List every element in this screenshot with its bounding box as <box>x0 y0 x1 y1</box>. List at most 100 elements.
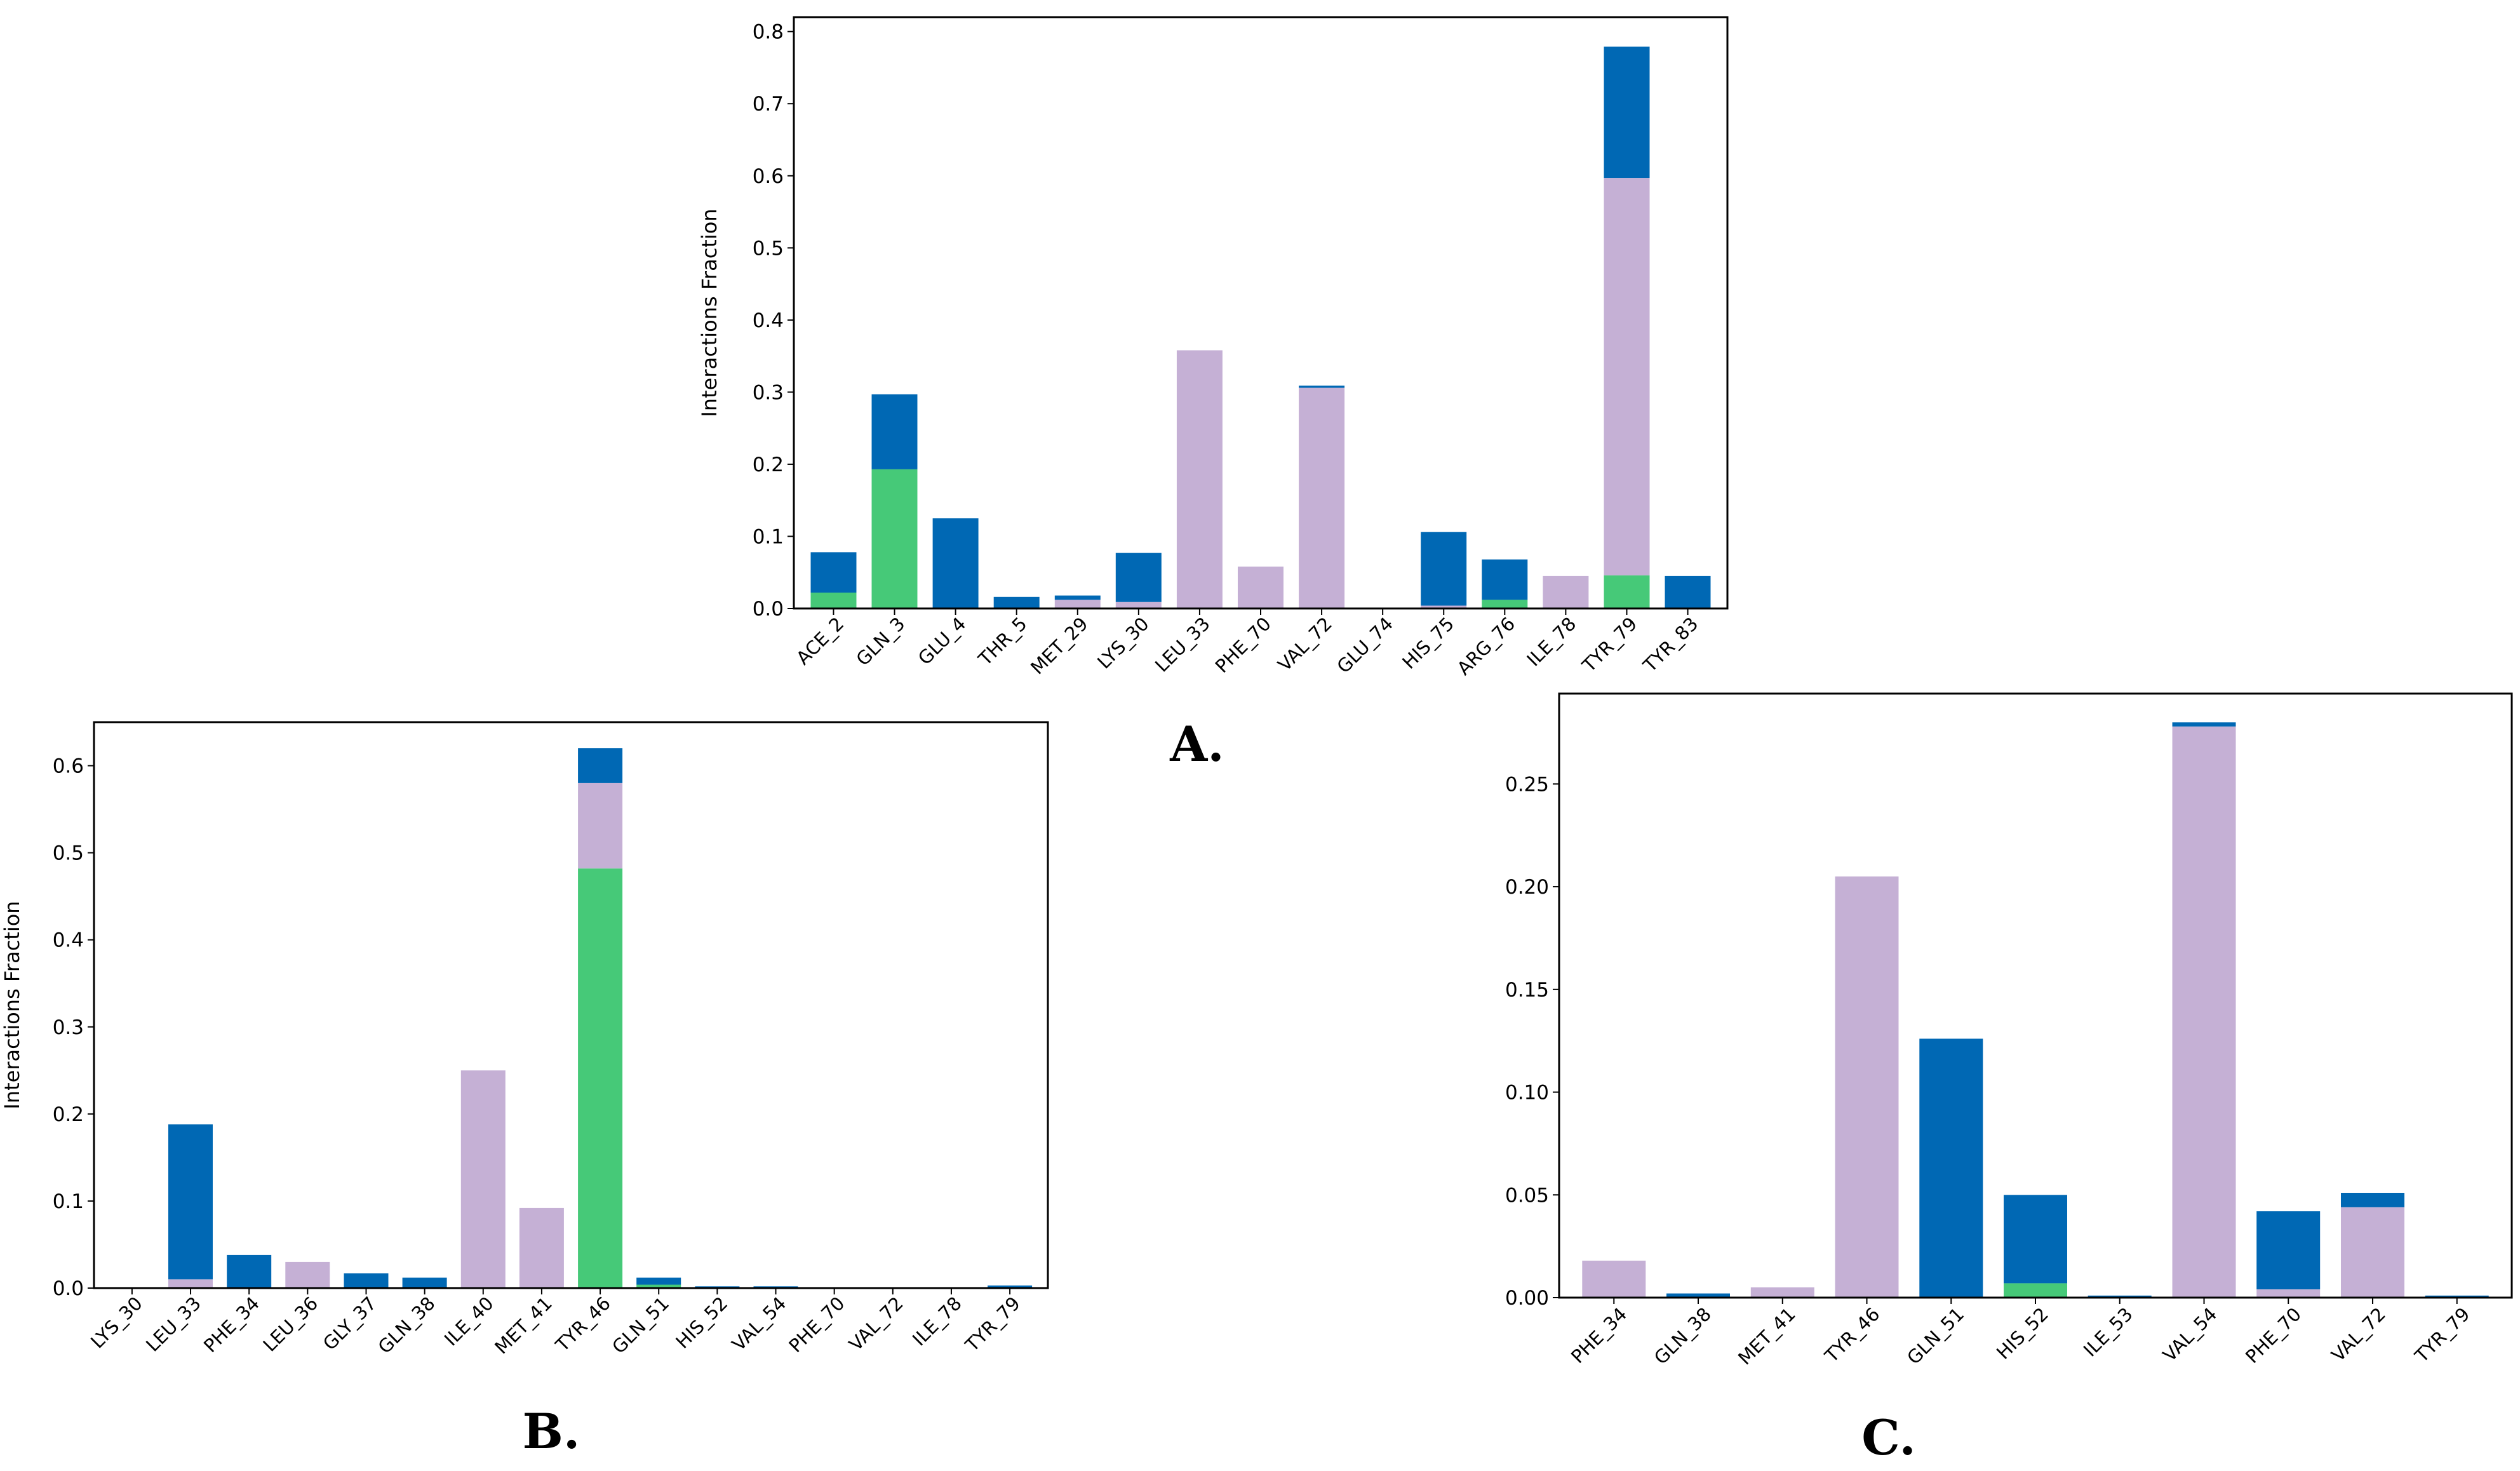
panel-c-category-label-val-54: VAL_54 <box>2159 1303 2222 1366</box>
panel-c-bar-val-54-hydrophobic <box>2172 726 2236 1298</box>
panel-a-ytick-label: 0.8 <box>753 21 784 44</box>
panel-a-category-label-ace-2: ACE_2 <box>792 613 848 669</box>
panel-c-bar-val-72-hydrophobic <box>2341 1207 2404 1298</box>
panel-a-bar-glu-4-water-bridges <box>932 518 979 608</box>
panel-a-ytick-label: 0.4 <box>753 309 784 332</box>
panel-c-category-label-his-52: HIS_52 <box>1992 1303 2053 1364</box>
panel-a-ytick-label: 0.2 <box>753 453 784 476</box>
panel-a-category-label-arg-76: ARG_76 <box>1453 613 1520 680</box>
panel-b-category-label-tyr-46: TYR_46 <box>551 1293 615 1356</box>
panel-b-category-label-gly-37: GLY_37 <box>319 1293 381 1355</box>
panel-b-plot-frame <box>93 721 1049 1289</box>
panel-c-category-label-val-72: VAL_72 <box>2327 1303 2390 1366</box>
panel-a-category-label-glu-4: GLU_4 <box>914 613 970 669</box>
panel-b-ytick-label: 0.1 <box>53 1190 84 1213</box>
panel-a-category-label-tyr-83: TYR_83 <box>1639 613 1702 676</box>
panel-b-chart: 0.0 0.1 0.2 0.3 0.4 0.5 0.6 LYS_30LEU_33PHE_34L… <box>0 721 1049 1359</box>
panel-a-bar-tyr-83-water-bridges <box>1665 575 1711 608</box>
panel-b-category-label-ile-40: ILE_40 <box>440 1293 498 1350</box>
panel-c-bar-phe-34-hydrophobic <box>1582 1260 1646 1298</box>
panel-c-bar-phe-70-hydrophobic <box>2256 1289 2321 1298</box>
panel-c-label: C. <box>1861 1409 1916 1466</box>
panel-c-category-label-phe-34: PHE_34 <box>1567 1303 1631 1367</box>
panel-b-category-label-leu-33: LEU_33 <box>142 1293 205 1356</box>
panel-c-bar-gln-51-water-bridges <box>1919 1038 1983 1298</box>
panel-b-bar-leu-36-hydrophobic <box>285 1261 330 1288</box>
panel-c-chart: 0.00 0.05 0.10 0.15 0.20 0.25 PHE_34 GLN_38 MET_… <box>1505 692 2513 1369</box>
panel-c-category-label-phe-70: PHE_70 <box>2241 1303 2305 1367</box>
panel-a-ytick-label: 0.6 <box>753 165 784 188</box>
panel-a-category-label-gln-3: GLN_3 <box>852 613 909 670</box>
panel-c-category-label-gln-38: GLN_38 <box>1650 1303 1715 1369</box>
panel-b-bar-gln-38-water-bridges <box>402 1277 447 1288</box>
panel-a-bar-val-72-water-bridges <box>1299 386 1345 388</box>
panel-a-bar-val-72-hydrophobic <box>1299 387 1345 608</box>
panel-c-bar-phe-70-water-bridges <box>2256 1211 2321 1289</box>
panel-a-bar-leu-33-hydrophobic <box>1176 350 1223 608</box>
panel-b-ytick-label: 0.2 <box>53 1103 84 1126</box>
panel-b-bar-gln-51-h-bonds <box>636 1284 681 1288</box>
panel-a-category-label-met-29: MET_29 <box>1026 613 1092 679</box>
panel-c-ytick-label: 0.00 <box>1505 1287 1549 1310</box>
panel-a-bar-his-75-hydrophobic <box>1421 605 1467 608</box>
panel-a-category-label-his-75: HIS_75 <box>1398 613 1458 673</box>
panel-b-bar-gln-51-water-bridges <box>636 1277 681 1285</box>
panel-c-category-label-met-41: MET_41 <box>1734 1303 1800 1369</box>
panel-b-category-label-met-41: MET_41 <box>490 1293 556 1359</box>
panel-a-bar-tyr-79-h-bonds <box>1604 575 1650 608</box>
panel-a-ytick-label: 0.0 <box>753 598 784 621</box>
panel-a-category-label-glu-74: GLU_74 <box>1332 613 1397 678</box>
panel-c-bar-his-52-h-bonds <box>2004 1283 2067 1298</box>
panel-a-ytick-label: 0.5 <box>753 237 784 260</box>
panel-a-bar-thr-5-water-bridges <box>993 596 1040 608</box>
panel-c-bar-gln-38-water-bridges <box>1666 1293 1730 1298</box>
panel-b-bar-leu-33-water-bridges <box>168 1124 213 1280</box>
panel-a-bar-ile-78-hydrophobic <box>1543 575 1589 608</box>
panel-b-ytick-label: 0.0 <box>53 1277 84 1300</box>
panel-a-y-axis-title: Interactions Fraction <box>697 208 721 417</box>
panel-a-bar-lys-30-water-bridges <box>1115 553 1162 602</box>
panel-b-bar-gly-37-water-bridges <box>344 1273 389 1288</box>
panel-a-bar-tyr-79-hydrophobic <box>1604 178 1650 575</box>
panel-b-category-label-val-72: VAL_72 <box>845 1293 908 1355</box>
panel-a-bar-tyr-79-water-bridges <box>1604 46 1650 178</box>
panel-c-bar-val-72-water-bridges <box>2341 1193 2404 1207</box>
panel-b-category-label-leu-36: LEU_36 <box>259 1293 323 1356</box>
panel-a-category-label-leu-33: LEU_33 <box>1151 613 1214 676</box>
panel-c-category-label-tyr-46: TYR_46 <box>1820 1303 1884 1367</box>
panel-c-bar-val-54-water-bridges <box>2172 722 2236 727</box>
panel-a-bar-arg-76-water-bridges <box>1482 559 1528 600</box>
panel-a-bar-gln-3-h-bonds <box>871 469 918 608</box>
panel-b-bar-ile-40-hydrophobic <box>460 1070 506 1288</box>
panel-a-category-label-lys-30: LYS_30 <box>1093 613 1153 673</box>
panel-a-bar-arg-76-h-bonds <box>1482 600 1528 608</box>
panel-a-bar-ace-2-h-bonds <box>810 593 857 608</box>
panel-c-bar-tyr-79-water-bridges <box>2425 1295 2489 1298</box>
panel-a-bar-phe-70-hydrophobic <box>1238 567 1283 608</box>
panel-c-bar-ile-53-water-bridges <box>2088 1295 2152 1298</box>
panel-c-ytick-label: 0.10 <box>1505 1082 1549 1105</box>
panel-c-category-label-gln-51: GLN_51 <box>1903 1303 1968 1369</box>
panel-c-ytick-label: 0.15 <box>1505 979 1549 1002</box>
panel-b-bar-tyr-46-h-bonds <box>578 868 623 1288</box>
panel-b-y-axis-title: Interactions Fraction <box>0 901 24 1109</box>
panel-a-bar-his-75-water-bridges <box>1421 532 1467 606</box>
panel-b-category-label-phe-34: PHE_34 <box>199 1293 264 1357</box>
panel-a-category-label-thr-5: THR_5 <box>974 613 1031 670</box>
panel-a-category-label-tyr-79: TYR_79 <box>1578 613 1641 676</box>
panel-c-bar-met-41-hydrophobic <box>1750 1287 1814 1298</box>
panel-a-bar-ace-2-water-bridges <box>810 552 857 593</box>
panel-b-bar-tyr-46-hydrophobic <box>578 783 623 869</box>
panel-b-category-label-val-54: VAL_54 <box>728 1293 791 1355</box>
panel-b-bar-leu-33-hydrophobic <box>168 1279 213 1288</box>
panel-a-category-label-phe-70: PHE_70 <box>1211 613 1275 677</box>
panel-b-category-label-ile-78: ILE_78 <box>908 1293 966 1350</box>
panel-a-category-label-ile-78: ILE_78 <box>1523 613 1581 671</box>
panel-a-ytick-label: 0.7 <box>753 93 784 116</box>
panel-c-category-label-tyr-79: TYR_79 <box>2410 1303 2474 1367</box>
panel-b-category-label-his-52: HIS_52 <box>671 1293 732 1353</box>
panel-b-category-label-gln-51: GLN_51 <box>608 1293 673 1358</box>
panel-b-category-label-gln-38: GLN_38 <box>374 1293 439 1358</box>
panel-b-category-label-tyr-79: TYR_79 <box>961 1293 1024 1356</box>
panel-a-bar-lys-30-hydrophobic <box>1115 601 1162 608</box>
